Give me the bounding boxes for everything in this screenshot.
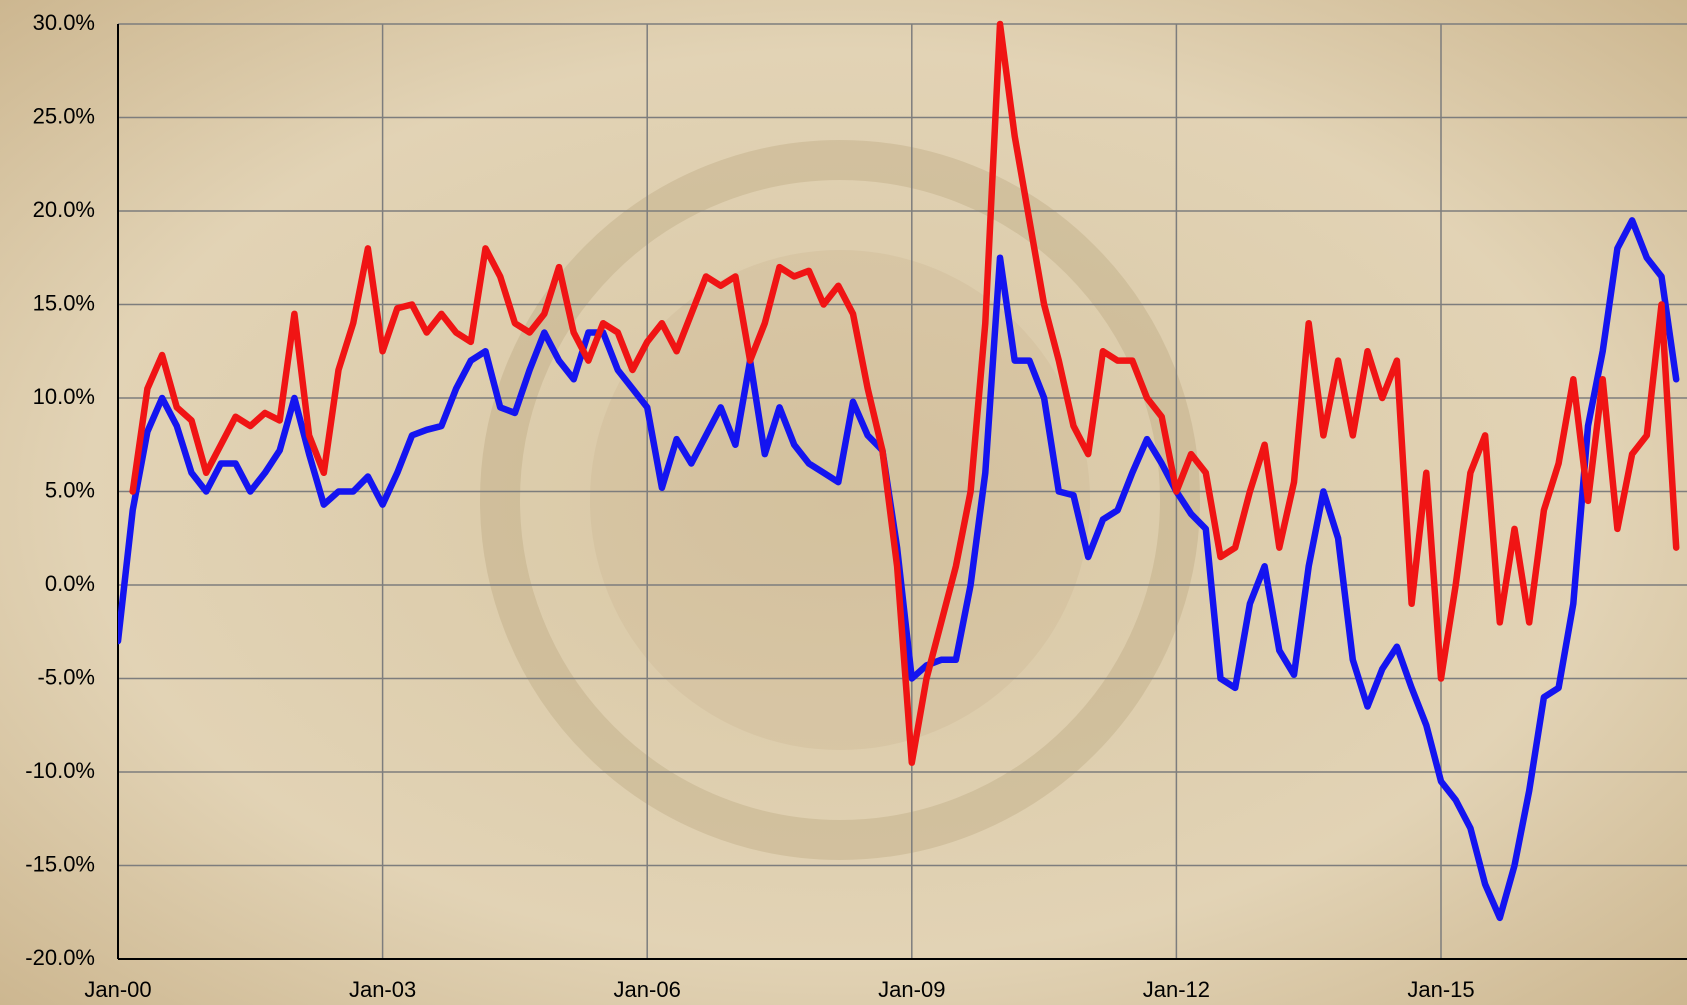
- x-tick-label: Jan-12: [1143, 977, 1210, 1002]
- y-tick-label: 15.0%: [33, 290, 95, 315]
- y-tick-label: 20.0%: [33, 197, 95, 222]
- y-tick-label: -5.0%: [38, 664, 95, 689]
- y-tick-label: -20.0%: [25, 945, 95, 970]
- y-tick-label: 25.0%: [33, 103, 95, 128]
- x-tick-label: Jan-03: [349, 977, 416, 1002]
- y-tick-label: -10.0%: [25, 758, 95, 783]
- x-tick-label: Jan-15: [1407, 977, 1474, 1002]
- y-tick-label: 0.0%: [45, 571, 95, 596]
- x-tick-label: Jan-06: [614, 977, 681, 1002]
- y-tick-label: 5.0%: [45, 477, 95, 502]
- y-tick-label: 10.0%: [33, 384, 95, 409]
- page: -20.0% -15.0% -10.0% -5.0% 0.0% 5.0% 10.0% 15.0…: [0, 0, 1687, 1005]
- x-tick-label: Jan-00: [84, 977, 151, 1002]
- y-tick-label: 30.0%: [33, 10, 95, 35]
- y-tick-label: -15.0%: [25, 851, 95, 876]
- x-tick-label: Jan-09: [878, 977, 945, 1002]
- chart: -20.0% -15.0% -10.0% -5.0% 0.0% 5.0% 10.0% 15.0…: [0, 0, 1687, 1005]
